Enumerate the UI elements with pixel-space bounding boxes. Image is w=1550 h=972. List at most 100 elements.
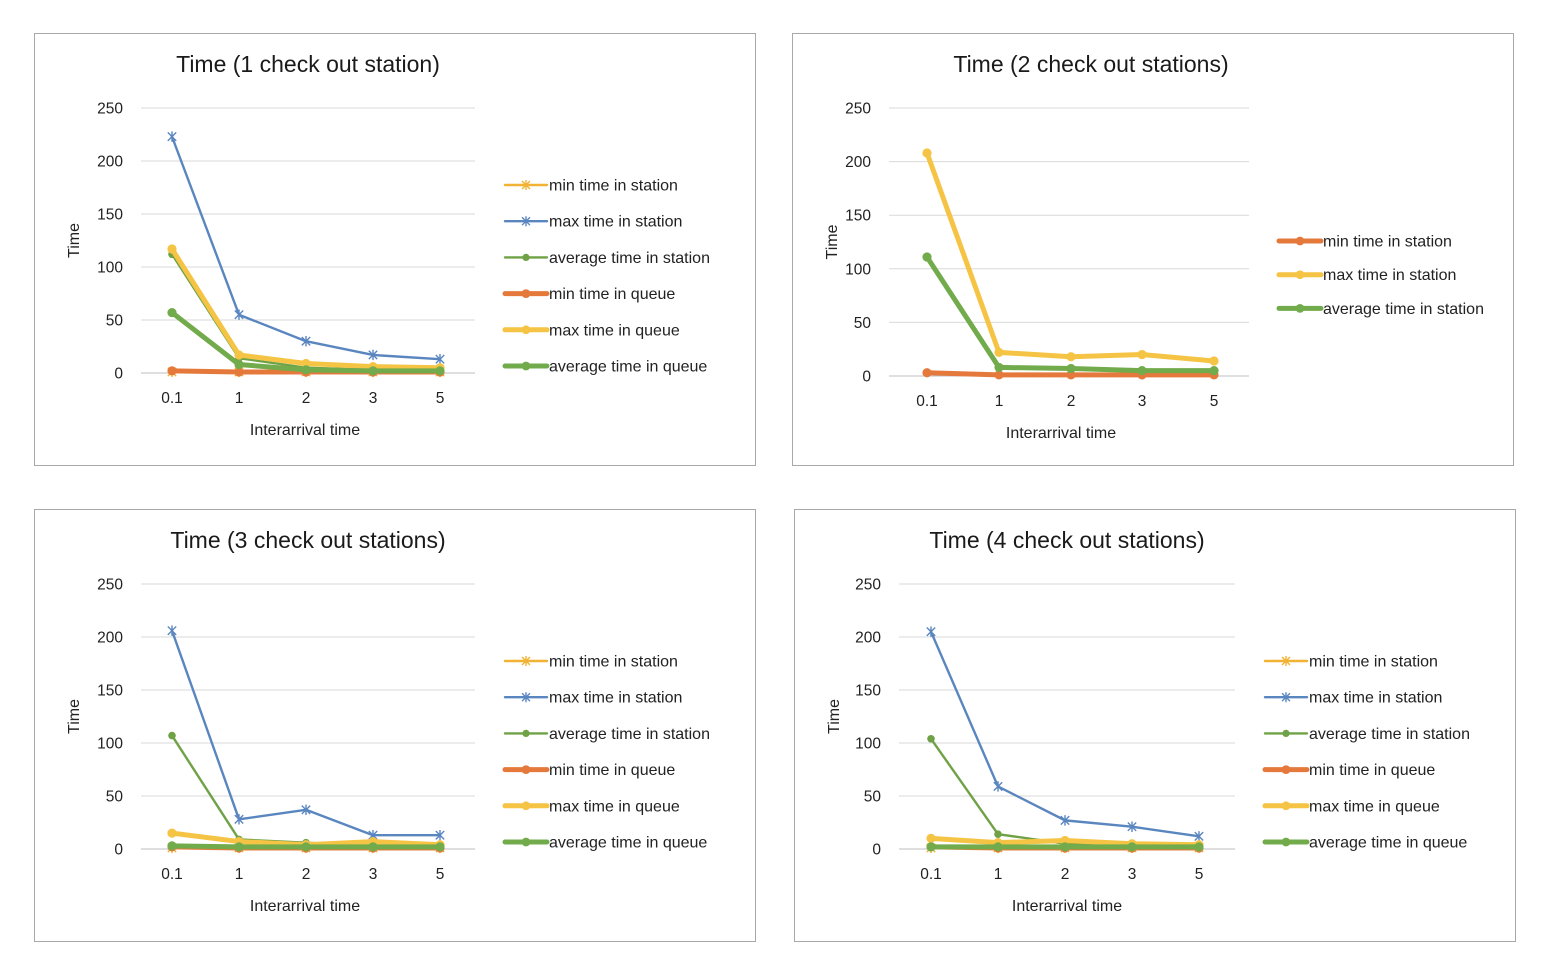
max-time-in-station-point bbox=[1127, 821, 1137, 832]
max-time-in-station-point bbox=[1209, 356, 1219, 366]
x-axis-title: Interarrival time bbox=[250, 898, 360, 915]
y-tick-label: 150 bbox=[97, 207, 123, 224]
y-tick-label: 100 bbox=[97, 260, 123, 277]
average-time-in-station-point bbox=[994, 830, 1002, 838]
x-tick-label: 2 bbox=[302, 866, 311, 883]
legend-label: max time in station bbox=[549, 690, 682, 707]
legend-label: min time in station bbox=[549, 178, 678, 195]
average-time-in-station-point bbox=[1066, 363, 1076, 374]
average-time-in-station-line bbox=[170, 734, 442, 848]
x-tick-label: 3 bbox=[1128, 866, 1137, 883]
average-time-in-queue-point bbox=[926, 842, 936, 852]
max-time-in-station-point bbox=[922, 148, 932, 158]
max-time-in-station-point bbox=[167, 625, 177, 636]
average-time-in-station-point bbox=[1209, 366, 1219, 376]
legend-item-min-time-in-queue: min time in queue bbox=[1262, 762, 1435, 779]
x-tick-label: 1 bbox=[235, 866, 244, 883]
legend-label: average time in station bbox=[549, 726, 710, 743]
max-time-in-station-line bbox=[924, 150, 1217, 364]
average-time-in-queue-point bbox=[1127, 842, 1137, 852]
y-tick-label: 100 bbox=[855, 736, 881, 753]
legend-item-max-time-in-station: max time in station bbox=[1263, 690, 1442, 707]
legend-swatch-marker bbox=[521, 361, 531, 371]
legend-label: average time in station bbox=[1309, 726, 1470, 743]
max-time-in-station-line bbox=[929, 630, 1201, 838]
max-time-in-station-point bbox=[1066, 352, 1076, 362]
legend-swatch-marker bbox=[1281, 656, 1291, 666]
y-tick-label: 50 bbox=[864, 789, 882, 806]
average-time-in-queue-point bbox=[167, 841, 177, 851]
legend-item-min-time-in-station: min time in station bbox=[1276, 234, 1452, 251]
legend-item-average-time-in-queue: average time in queue bbox=[502, 359, 707, 376]
legend-label: average time in station bbox=[549, 250, 710, 267]
legend-label: average time in station bbox=[1323, 301, 1484, 318]
y-tick-label: 200 bbox=[97, 630, 123, 647]
max-time-in-station-point bbox=[994, 347, 1004, 358]
y-tick-label: 50 bbox=[106, 313, 124, 330]
legend-swatch-marker bbox=[1281, 801, 1291, 811]
legend-label: average time in queue bbox=[549, 835, 707, 852]
y-axis-title: Time bbox=[66, 699, 83, 734]
max-time-in-queue-point bbox=[167, 244, 177, 254]
y-tick-label: 150 bbox=[855, 683, 881, 700]
max-time-in-queue-point bbox=[301, 358, 311, 369]
max-time-in-queue-point bbox=[167, 828, 177, 838]
min-time-in-station-point bbox=[922, 368, 932, 378]
y-axis-title: Time bbox=[824, 224, 841, 259]
legend-label: min time in station bbox=[549, 654, 678, 671]
y-tick-label: 250 bbox=[97, 577, 123, 594]
legend-label: max time in station bbox=[549, 214, 682, 231]
legend-label: min time in queue bbox=[549, 286, 675, 303]
y-axis-title: Time bbox=[66, 223, 83, 258]
average-time-in-station-point bbox=[1137, 366, 1147, 376]
legend-item-max-time-in-queue: max time in queue bbox=[502, 798, 680, 815]
legend-swatch-marker bbox=[521, 765, 531, 774]
y-tick-label: 100 bbox=[97, 736, 123, 753]
y-tick-label: 200 bbox=[97, 154, 123, 171]
x-tick-label: 2 bbox=[302, 390, 311, 407]
y-axis-title: Time bbox=[826, 699, 843, 734]
x-tick-label: 3 bbox=[1138, 393, 1147, 410]
legend-swatch-marker bbox=[521, 216, 531, 227]
legend-label: min time in queue bbox=[549, 762, 675, 779]
legend-swatch-marker bbox=[1295, 236, 1305, 246]
chart-panel-3-stations: Time (3 check out stations) 0 50 100 150 200 2… bbox=[34, 509, 756, 942]
legend-swatch-marker bbox=[521, 837, 531, 847]
legend-label: max time in queue bbox=[549, 322, 680, 339]
y-tick-label: 200 bbox=[855, 630, 881, 647]
chart-title: Time (2 check out stations) bbox=[953, 51, 1228, 77]
y-tick-label: 250 bbox=[855, 577, 881, 594]
legend-label: max time in station bbox=[1323, 267, 1456, 284]
legend-swatch-marker bbox=[522, 253, 530, 262]
max-time-in-station-point bbox=[234, 814, 244, 825]
max-time-in-station-point bbox=[1060, 815, 1070, 826]
x-tick-label: 0.1 bbox=[161, 390, 183, 407]
series-max-time-in-queue bbox=[167, 244, 445, 373]
x-tick-label: 1 bbox=[994, 866, 1003, 883]
legend-item-max-time-in-station: max time in station bbox=[503, 214, 682, 231]
y-tick-label: 0 bbox=[114, 842, 123, 859]
x-axis-title: Interarrival time bbox=[1006, 425, 1116, 442]
legend-item-min-time-in-station: min time in station bbox=[503, 654, 678, 671]
legend-label: average time in queue bbox=[1309, 835, 1467, 852]
average-time-in-queue-point bbox=[435, 366, 445, 376]
legend-item-min-time-in-queue: min time in queue bbox=[502, 762, 675, 779]
x-axis-title: Interarrival time bbox=[250, 422, 360, 439]
x-tick-label: 0.1 bbox=[161, 866, 183, 883]
legend-item-max-time-in-queue: max time in queue bbox=[502, 322, 680, 339]
x-tick-label: 5 bbox=[436, 390, 445, 407]
legend-label: min time in station bbox=[1323, 234, 1452, 251]
legend-item-min-time-in-station: min time in station bbox=[503, 178, 678, 195]
legend-swatch-marker bbox=[1295, 304, 1305, 313]
x-tick-label: 2 bbox=[1061, 866, 1070, 883]
legend-label: average time in queue bbox=[549, 359, 707, 376]
series-average-time-in-station bbox=[927, 734, 1203, 850]
chart-svg: Time (1 check out station)05010015020025… bbox=[66, 51, 710, 439]
legend-item-average-time-in-station: average time in station bbox=[503, 250, 710, 267]
series-max-time-in-station bbox=[167, 625, 445, 841]
average-time-in-queue-point bbox=[1194, 842, 1204, 852]
chart-title: Time (1 check out station) bbox=[176, 51, 440, 77]
y-tick-label: 50 bbox=[854, 315, 872, 332]
series-max-time-in-station bbox=[922, 148, 1219, 366]
series-max-time-in-station bbox=[926, 626, 1204, 842]
